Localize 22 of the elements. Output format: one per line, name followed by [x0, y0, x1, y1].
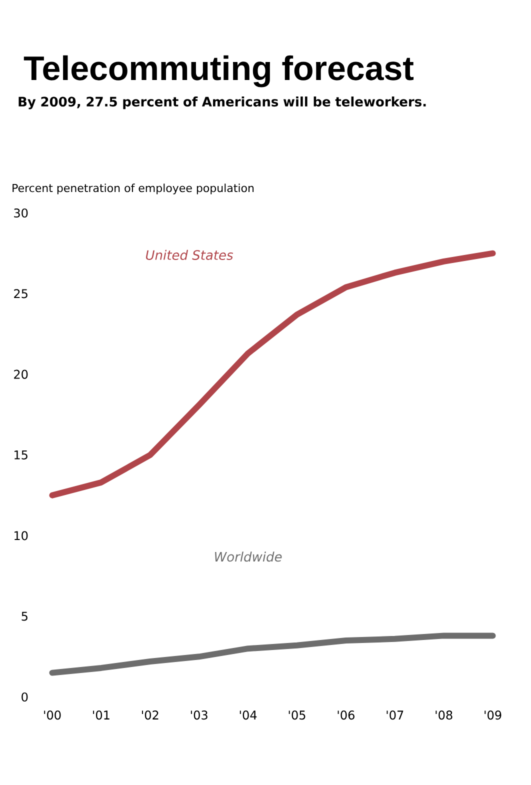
x-tick-label: '00	[44, 710, 61, 720]
y-axis-title: Percent penetration of employee population	[12, 184, 254, 194]
y-tick-label: 25	[14, 289, 28, 298]
x-tick-label: '04	[240, 710, 257, 720]
chart-subtitle: By 2009, 27.5 percent of Americans will be teleworkers.	[18, 96, 426, 110]
y-tick-label: 15	[14, 450, 28, 460]
y-tick-label: 30	[14, 208, 28, 218]
y-tick-label: 5	[22, 612, 28, 621]
x-tick-label: '07	[386, 710, 404, 720]
y-tick-label: 0	[22, 692, 28, 702]
x-tick-label: '08	[436, 710, 452, 720]
x-tick-label: '01	[93, 710, 110, 720]
text: Worldwide	[215, 552, 282, 562]
chart-title: Telecommuting forecast	[24, 55, 414, 88]
y-tick-label: 20	[14, 370, 28, 379]
x-tick-label: '03	[190, 710, 208, 720]
x-tick-label: '05	[288, 710, 306, 720]
x-tick-label: '02	[142, 710, 158, 720]
y-tick-label: 10	[14, 531, 28, 540]
text: United States	[146, 250, 234, 260]
x-tick-label: '06	[338, 710, 354, 720]
x-tick-label: '09	[484, 710, 502, 720]
